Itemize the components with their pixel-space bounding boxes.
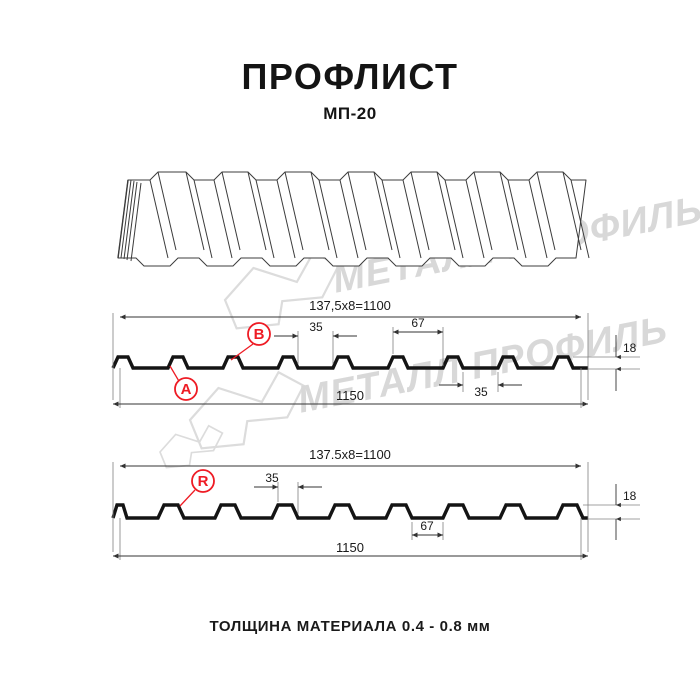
sheet-edge bbox=[117, 179, 129, 259]
rib-fold bbox=[221, 171, 241, 251]
rib-fold bbox=[318, 179, 338, 259]
rib-fold bbox=[465, 179, 485, 259]
profile-bottom: 137.5x8=1100 1150 35 67 bbox=[111, 447, 640, 560]
rib-top-label-bottom: 67 bbox=[420, 519, 434, 533]
callout-r: R bbox=[179, 469, 215, 507]
profile-height-label-top: 18 bbox=[623, 341, 637, 355]
rib-fold bbox=[373, 171, 393, 251]
sheet-edge bbox=[130, 182, 142, 262]
material-thickness-note: ТОЛЩИНА МАТЕРИАЛА 0.4 - 0.8 мм bbox=[209, 618, 491, 635]
rib-fold bbox=[473, 171, 493, 251]
rib-fold bbox=[339, 179, 359, 259]
callout-a-label: A bbox=[181, 381, 192, 398]
page-title: ПРОФЛИСТ bbox=[241, 56, 459, 97]
profile-height-label-bottom: 18 bbox=[623, 489, 637, 503]
rib-fold bbox=[410, 171, 430, 251]
overall-width-label: 1150 bbox=[336, 388, 364, 403]
rib-fold bbox=[347, 171, 367, 251]
callout-circle bbox=[247, 322, 271, 346]
rib-fold bbox=[213, 179, 233, 259]
rib-fold bbox=[507, 179, 527, 259]
rib-fold bbox=[536, 171, 556, 251]
overall-width-label: 1150 bbox=[336, 540, 364, 555]
rib-top-label-top: 67 bbox=[411, 316, 425, 330]
working-width-label: 137.5x8=1100 bbox=[309, 447, 391, 462]
rib-fold bbox=[157, 171, 177, 251]
callout-b: B bbox=[230, 322, 271, 361]
rib-fold bbox=[284, 171, 304, 251]
product-model-label: МП-20 bbox=[323, 104, 377, 123]
callout-leader-line bbox=[179, 489, 196, 507]
rib-fold bbox=[247, 171, 267, 251]
callout-a: A bbox=[169, 365, 198, 401]
rib-fold bbox=[562, 171, 582, 251]
rib-fold bbox=[193, 179, 213, 259]
callout-circle bbox=[174, 377, 198, 401]
rib-fold bbox=[255, 179, 275, 259]
rib-fold bbox=[149, 179, 169, 259]
rib-fold bbox=[528, 179, 548, 259]
callout-r-label: R bbox=[198, 473, 209, 490]
working-width-label: 137,5x8=1100 bbox=[309, 298, 391, 313]
rib-fold bbox=[185, 171, 205, 251]
rib-pitch-label-top: 35 bbox=[309, 320, 323, 334]
profile-top: 137,5x8=1100 1150 35 67 bbox=[111, 298, 640, 408]
callout-leader-line bbox=[230, 343, 254, 361]
rib-fold bbox=[499, 171, 519, 251]
rib-fold bbox=[310, 171, 330, 251]
profile-top-section bbox=[111, 355, 588, 370]
profile-bottom-section bbox=[111, 503, 588, 520]
sheet-edge bbox=[126, 181, 138, 261]
rib-pitch-label-top: 35 bbox=[265, 471, 279, 485]
rib-fold bbox=[276, 179, 296, 259]
rib-pitch-label-bottom: 35 bbox=[474, 385, 488, 399]
rib-fold bbox=[402, 179, 422, 259]
callout-circle bbox=[191, 469, 215, 493]
callout-b-label: B bbox=[254, 326, 265, 343]
rib-fold bbox=[444, 179, 464, 259]
rib-fold bbox=[436, 171, 456, 251]
sheet-edge bbox=[123, 180, 135, 260]
rib-fold bbox=[381, 179, 401, 259]
sheet-edge bbox=[120, 179, 132, 259]
rib-fold bbox=[570, 179, 590, 259]
